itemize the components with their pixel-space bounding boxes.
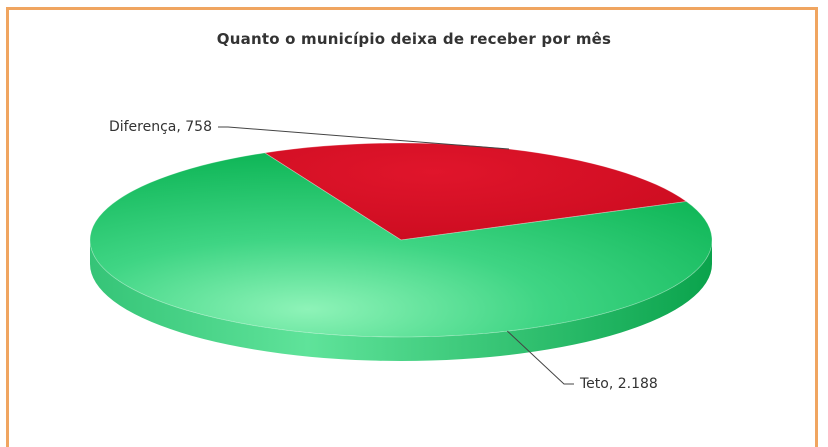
- data-label-diferena: Diferença, 758: [109, 119, 212, 135]
- pie-slice-teto[interactable]: [89, 152, 713, 338]
- leader-line-diferena: [218, 126, 510, 150]
- pie-layer: [89, 142, 713, 361]
- pie-chart: Diferença, 758 Teto, 2.188: [89, 119, 713, 392]
- pie-side-wall: [90, 240, 712, 361]
- leader-line-teto: [507, 330, 574, 385]
- chart-title: Quanto o município deixa de receber por …: [216, 30, 612, 48]
- data-label-teto: Teto, 2.188: [579, 376, 658, 392]
- chart-frame: [6, 7, 818, 447]
- label-layer: Diferença, 758 Teto, 2.188: [109, 119, 658, 392]
